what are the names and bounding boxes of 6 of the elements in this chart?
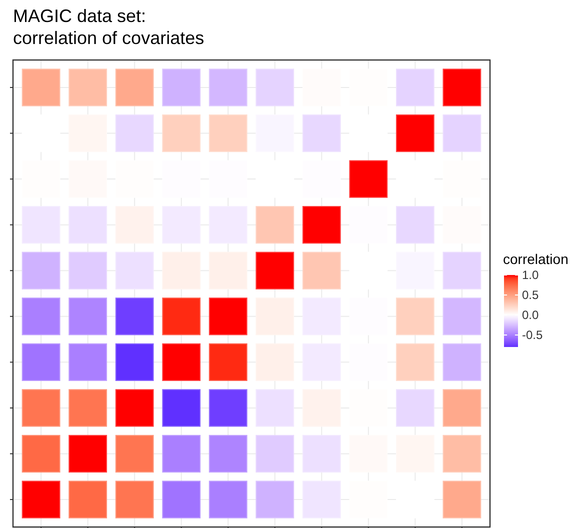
color-bar-label: 0.5 (522, 288, 540, 302)
chart-title: MAGIC data set: correlation of covariates (13, 6, 204, 48)
color-bar-title: correlation (503, 251, 568, 267)
color-bar-label: 0.0 (522, 308, 540, 322)
color-bar-label: 1.0 (522, 268, 540, 282)
color-bar-label: -0.5 (522, 328, 544, 342)
